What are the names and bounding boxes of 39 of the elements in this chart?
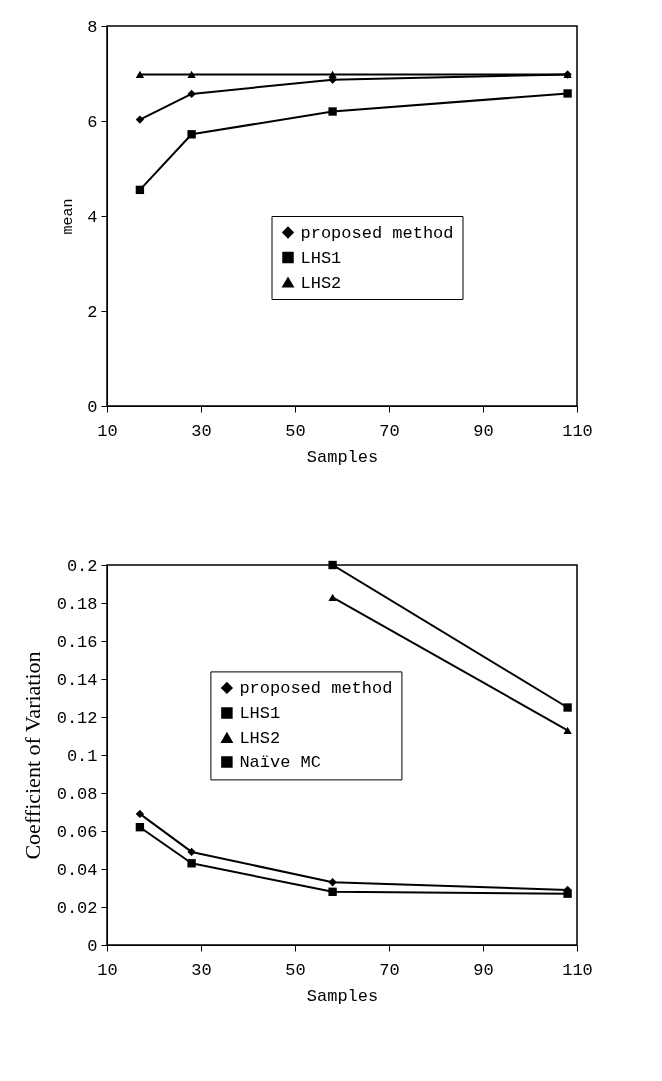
x-tick-label: 30 <box>191 421 212 441</box>
x-axis-title: Samples <box>306 447 379 467</box>
y-tick-label: 0.08 <box>56 784 98 804</box>
y-tick-label: 0.14 <box>56 670 98 690</box>
x-tick-label: 10 <box>97 960 118 980</box>
x-axis-title: Samples <box>306 986 379 1006</box>
y-tick-label: 0.18 <box>56 594 98 614</box>
y-tick-label: 4 <box>87 207 98 227</box>
x-tick-label: 50 <box>285 960 306 980</box>
x-tick-label: 90 <box>473 960 494 980</box>
y-tick-label: 8 <box>87 17 98 37</box>
x-tick-label: 70 <box>379 960 400 980</box>
x-tick-label: 70 <box>379 421 400 441</box>
y-tick-label: 0.02 <box>56 898 98 918</box>
legend-label: proposed method <box>300 223 454 243</box>
y-tick-label: 0.04 <box>56 860 98 880</box>
y-tick-label: 0.12 <box>56 708 98 728</box>
y-axis-title: Coefficient of Variation <box>19 651 45 860</box>
y-tick-label: 0.16 <box>56 632 98 652</box>
y-tick-label: 0.06 <box>56 822 98 842</box>
y-axis-title: mean <box>60 198 78 235</box>
legend-label: LHS2 <box>239 728 281 748</box>
x-tick-label: 50 <box>285 421 306 441</box>
y-tick-label: 0.2 <box>66 556 98 576</box>
y-tick-label: 2 <box>87 302 98 322</box>
y-tick-label: 0.1 <box>66 746 98 766</box>
legend-label: LHS1 <box>300 248 342 268</box>
legend-label: proposed method <box>239 678 393 698</box>
x-tick-label: 110 <box>562 421 593 441</box>
legend-label: LHS2 <box>300 273 342 293</box>
y-tick-label: 0 <box>87 397 98 417</box>
x-tick-label: 10 <box>97 421 118 441</box>
y-tick-label: 0 <box>87 936 98 956</box>
x-tick-label: 30 <box>191 960 212 980</box>
x-tick-label: 90 <box>473 421 494 441</box>
legend-label: Naïve MC <box>239 752 322 772</box>
y-tick-label: 6 <box>87 112 98 132</box>
x-tick-label: 110 <box>562 960 593 980</box>
legend-label: LHS1 <box>239 703 281 723</box>
